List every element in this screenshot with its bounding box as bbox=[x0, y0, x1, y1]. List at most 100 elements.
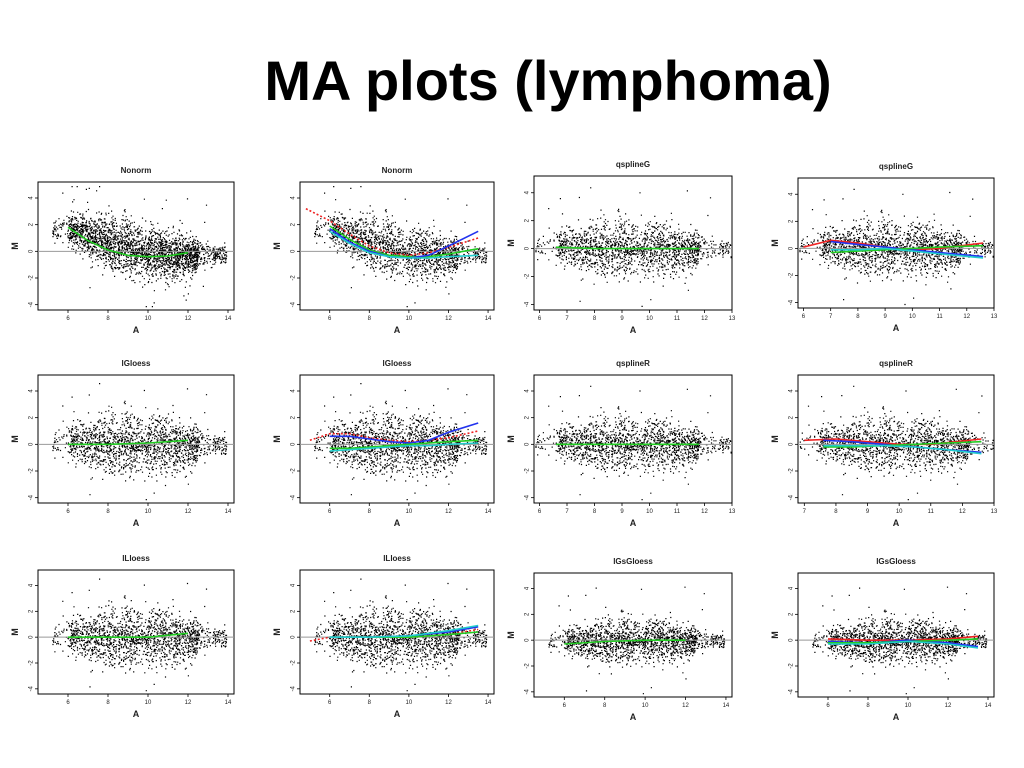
x-tick-label: 8 bbox=[106, 509, 110, 515]
slide-title: MA plots (lymphoma) bbox=[264, 49, 832, 112]
loess-curve bbox=[329, 442, 479, 452]
x-tick-label: 12 bbox=[701, 509, 708, 515]
x-tick-label: 12 bbox=[682, 703, 689, 709]
y-axis-label: M bbox=[770, 435, 780, 443]
x-tick-label: 8 bbox=[593, 509, 597, 515]
ma-plot-panel: qsplineR 7 8 9 10 11 12 13 4 2 0 -2 -4 A M bbox=[768, 357, 1002, 537]
x-tick-label: 10 bbox=[145, 316, 152, 322]
x-axis-label: A bbox=[133, 325, 140, 335]
y-tick-label: -4 bbox=[291, 686, 297, 692]
x-axis-label: A bbox=[133, 518, 140, 528]
plot-title: lGsGloess bbox=[613, 557, 653, 566]
x-tick-label: 6 bbox=[66, 316, 70, 322]
x-axis-label: A bbox=[893, 323, 900, 333]
y-tick-label: -2 bbox=[789, 272, 795, 278]
x-tick-label: 14 bbox=[723, 703, 730, 709]
y-tick-label: 2 bbox=[525, 415, 531, 419]
x-tick-label: 14 bbox=[485, 700, 492, 706]
y-tick-label: 2 bbox=[291, 415, 297, 419]
x-tick-label: 14 bbox=[485, 316, 492, 322]
ma-plot-svg: qsplineR 6 7 8 9 10 11 12 13 4 2 0 -2 -4 A M bbox=[506, 359, 736, 528]
loess-curve bbox=[67, 226, 189, 258]
x-tick-label: 12 bbox=[185, 509, 192, 515]
x-tick-label: 7 bbox=[829, 314, 833, 320]
y-tick-label: -4 bbox=[291, 301, 297, 307]
y-tick-label: 0 bbox=[789, 246, 795, 250]
plot-title: Nonorm bbox=[121, 166, 152, 175]
y-tick-label: 4 bbox=[29, 196, 35, 200]
plot-frame bbox=[37, 569, 235, 695]
x-tick-label: 8 bbox=[106, 316, 110, 322]
y-tick-label: -2 bbox=[29, 468, 35, 474]
x-tick-label: 9 bbox=[620, 316, 624, 322]
x-tick-label: 10 bbox=[646, 509, 653, 515]
x-tick-label: 12 bbox=[185, 316, 192, 322]
loess-curve bbox=[68, 439, 189, 446]
ma-plot-panel: Nonorm 6 8 10 12 14 4 2 0 -2 -4 A M bbox=[8, 164, 242, 344]
y-tick-label: 4 bbox=[525, 586, 531, 590]
plot-frame bbox=[533, 572, 733, 698]
plot-title: Nonorm bbox=[382, 166, 413, 175]
plot-frame bbox=[533, 374, 733, 504]
ma-plot-svg: Nonorm 6 8 10 12 14 4 2 0 -2 -4 A M bbox=[272, 166, 495, 335]
x-tick-label: 8 bbox=[856, 314, 860, 320]
x-tick-label: 11 bbox=[928, 509, 935, 515]
scatter-points bbox=[314, 186, 488, 308]
y-tick-label: -2 bbox=[789, 663, 795, 669]
y-axis-label: M bbox=[506, 631, 516, 639]
y-tick-label: -4 bbox=[789, 494, 795, 500]
loess-curve bbox=[329, 225, 479, 258]
y-tick-label: 0 bbox=[525, 246, 531, 250]
y-tick-label: 4 bbox=[789, 389, 795, 393]
x-tick-label: 6 bbox=[328, 700, 332, 706]
ma-plot-panel: qsplineR 6 7 8 9 10 11 12 13 4 2 0 -2 -4 A M bbox=[504, 357, 740, 537]
x-tick-label: 10 bbox=[145, 700, 152, 706]
plot-frame bbox=[37, 374, 235, 504]
y-tick-label: -2 bbox=[525, 273, 531, 279]
loess-curve bbox=[329, 624, 479, 638]
ma-plot-panel: Nonorm 6 8 10 12 14 4 2 0 -2 -4 A M bbox=[270, 164, 502, 344]
plot-title: lLloess bbox=[122, 554, 150, 563]
x-tick-label: 11 bbox=[674, 316, 681, 322]
y-tick-label: 4 bbox=[525, 190, 531, 194]
y-tick-label: 2 bbox=[525, 612, 531, 616]
y-tick-label: 4 bbox=[789, 586, 795, 590]
x-tick-label: 7 bbox=[803, 509, 807, 515]
y-tick-label: -4 bbox=[525, 494, 531, 500]
x-tick-label: 13 bbox=[729, 509, 736, 515]
y-tick-label: -2 bbox=[29, 275, 35, 281]
ma-plot-svg: lGsGloess 6 8 10 12 14 4 2 0 -2 -4 A M bbox=[506, 557, 733, 722]
plot-frame bbox=[797, 572, 995, 698]
scatter-points bbox=[52, 383, 228, 501]
y-axis-label: M bbox=[272, 242, 282, 250]
ma-plot-svg: lLloess 6 8 10 12 14 4 2 0 -2 -4 A M bbox=[10, 554, 235, 719]
plot-title: lGloess bbox=[122, 359, 151, 368]
loess-curve bbox=[828, 640, 979, 649]
x-tick-label: 8 bbox=[834, 509, 838, 515]
x-tick-label: 6 bbox=[802, 314, 806, 320]
ma-plot-svg: lGloess 6 8 10 12 14 4 2 0 -2 -4 A M bbox=[272, 359, 495, 528]
y-tick-label: 4 bbox=[789, 192, 795, 196]
x-tick-label: 14 bbox=[485, 509, 492, 515]
y-tick-label: 2 bbox=[525, 218, 531, 222]
x-tick-label: 14 bbox=[985, 703, 992, 709]
x-tick-label: 6 bbox=[538, 509, 542, 515]
y-tick-label: 0 bbox=[789, 638, 795, 642]
y-tick-label: 2 bbox=[29, 609, 35, 613]
x-tick-label: 6 bbox=[563, 703, 567, 709]
y-axis-label: M bbox=[506, 435, 516, 443]
y-tick-label: -2 bbox=[291, 468, 297, 474]
x-axis-label: A bbox=[394, 325, 401, 335]
loess-curve bbox=[555, 246, 699, 250]
y-tick-label: -2 bbox=[29, 660, 35, 666]
y-tick-label: 4 bbox=[29, 389, 35, 393]
x-tick-label: 10 bbox=[646, 316, 653, 322]
plot-frame bbox=[533, 175, 733, 311]
ma-plot-svg: qsplineR 7 8 9 10 11 12 13 4 2 0 -2 -4 A M bbox=[770, 359, 998, 528]
plot-frame bbox=[299, 181, 495, 311]
x-tick-label: 12 bbox=[963, 314, 970, 320]
y-tick-label: -4 bbox=[789, 689, 795, 695]
x-tick-label: 8 bbox=[368, 316, 372, 322]
x-axis-label: A bbox=[630, 325, 637, 335]
ma-plot-panel: lLloess 6 8 10 12 14 4 2 0 -2 -4 A M bbox=[270, 552, 502, 728]
